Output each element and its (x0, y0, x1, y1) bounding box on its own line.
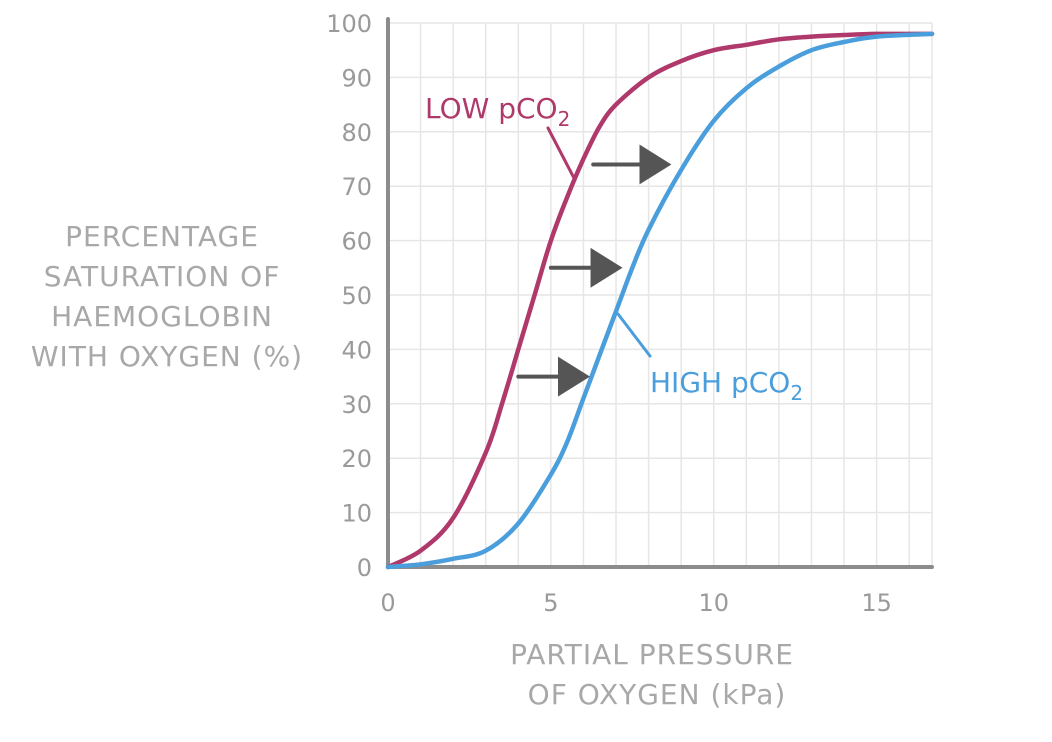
y-tick-label: 20 (341, 445, 372, 473)
high-pco2-curve (385, 31, 935, 570)
y-tick-label: 70 (341, 173, 372, 201)
y-axis-title: PERCENTAGE SATURATION OF HAEMOGLOBIN WIT… (31, 220, 303, 373)
y-tick-label: 100 (326, 10, 372, 38)
x-tick-label: 15 (861, 589, 892, 617)
x-axis-title-line-1: PARTIAL PRESSURE (510, 638, 794, 671)
y-axis-title-line-2: SATURATION OF (44, 260, 281, 293)
y-tick-label: 90 (341, 64, 372, 92)
series-label-high-pco2: HIGH pCO2 (650, 366, 803, 405)
series-layer (385, 31, 935, 570)
grid (388, 22, 933, 567)
y-tick-label: 0 (357, 554, 372, 582)
y-tick-label: 60 (341, 228, 372, 256)
series-label-low-pco2-subscript: 2 (558, 107, 571, 131)
annotations (516, 144, 672, 397)
leader-line-low (546, 126, 577, 182)
x-tick-label: 0 (380, 589, 395, 617)
y-axis-title-line-4: WITH OXYGEN (%) (31, 340, 303, 373)
y-tick-label: 30 (341, 391, 372, 419)
series-label-high-pco2-subscript: 2 (790, 381, 803, 405)
y-axis-title-line-3: HAEMOGLOBIN (51, 300, 273, 333)
y-tick-label: 80 (341, 119, 372, 147)
y-tick-label: 10 (341, 500, 372, 528)
axes: 0 10 20 30 40 50 60 70 80 90 100 0 5 10 15 (326, 10, 934, 617)
y-axis-title-line-1: PERCENTAGE (65, 220, 259, 253)
series-label-low-pco2: LOW pCO2 (425, 92, 570, 131)
y-tick-label: 40 (341, 336, 372, 364)
y-tick-label: 50 (341, 282, 372, 310)
x-tick-label: 10 (698, 589, 729, 617)
x-axis-title-line-2: OF OXYGEN (kPa) (528, 678, 787, 711)
x-axis-title: PARTIAL PRESSURE OF OXYGEN (kPa) (510, 638, 804, 711)
low-pco2-curve (385, 31, 935, 570)
leader-line-high (616, 312, 652, 358)
x-tick-label: 5 (543, 589, 558, 617)
